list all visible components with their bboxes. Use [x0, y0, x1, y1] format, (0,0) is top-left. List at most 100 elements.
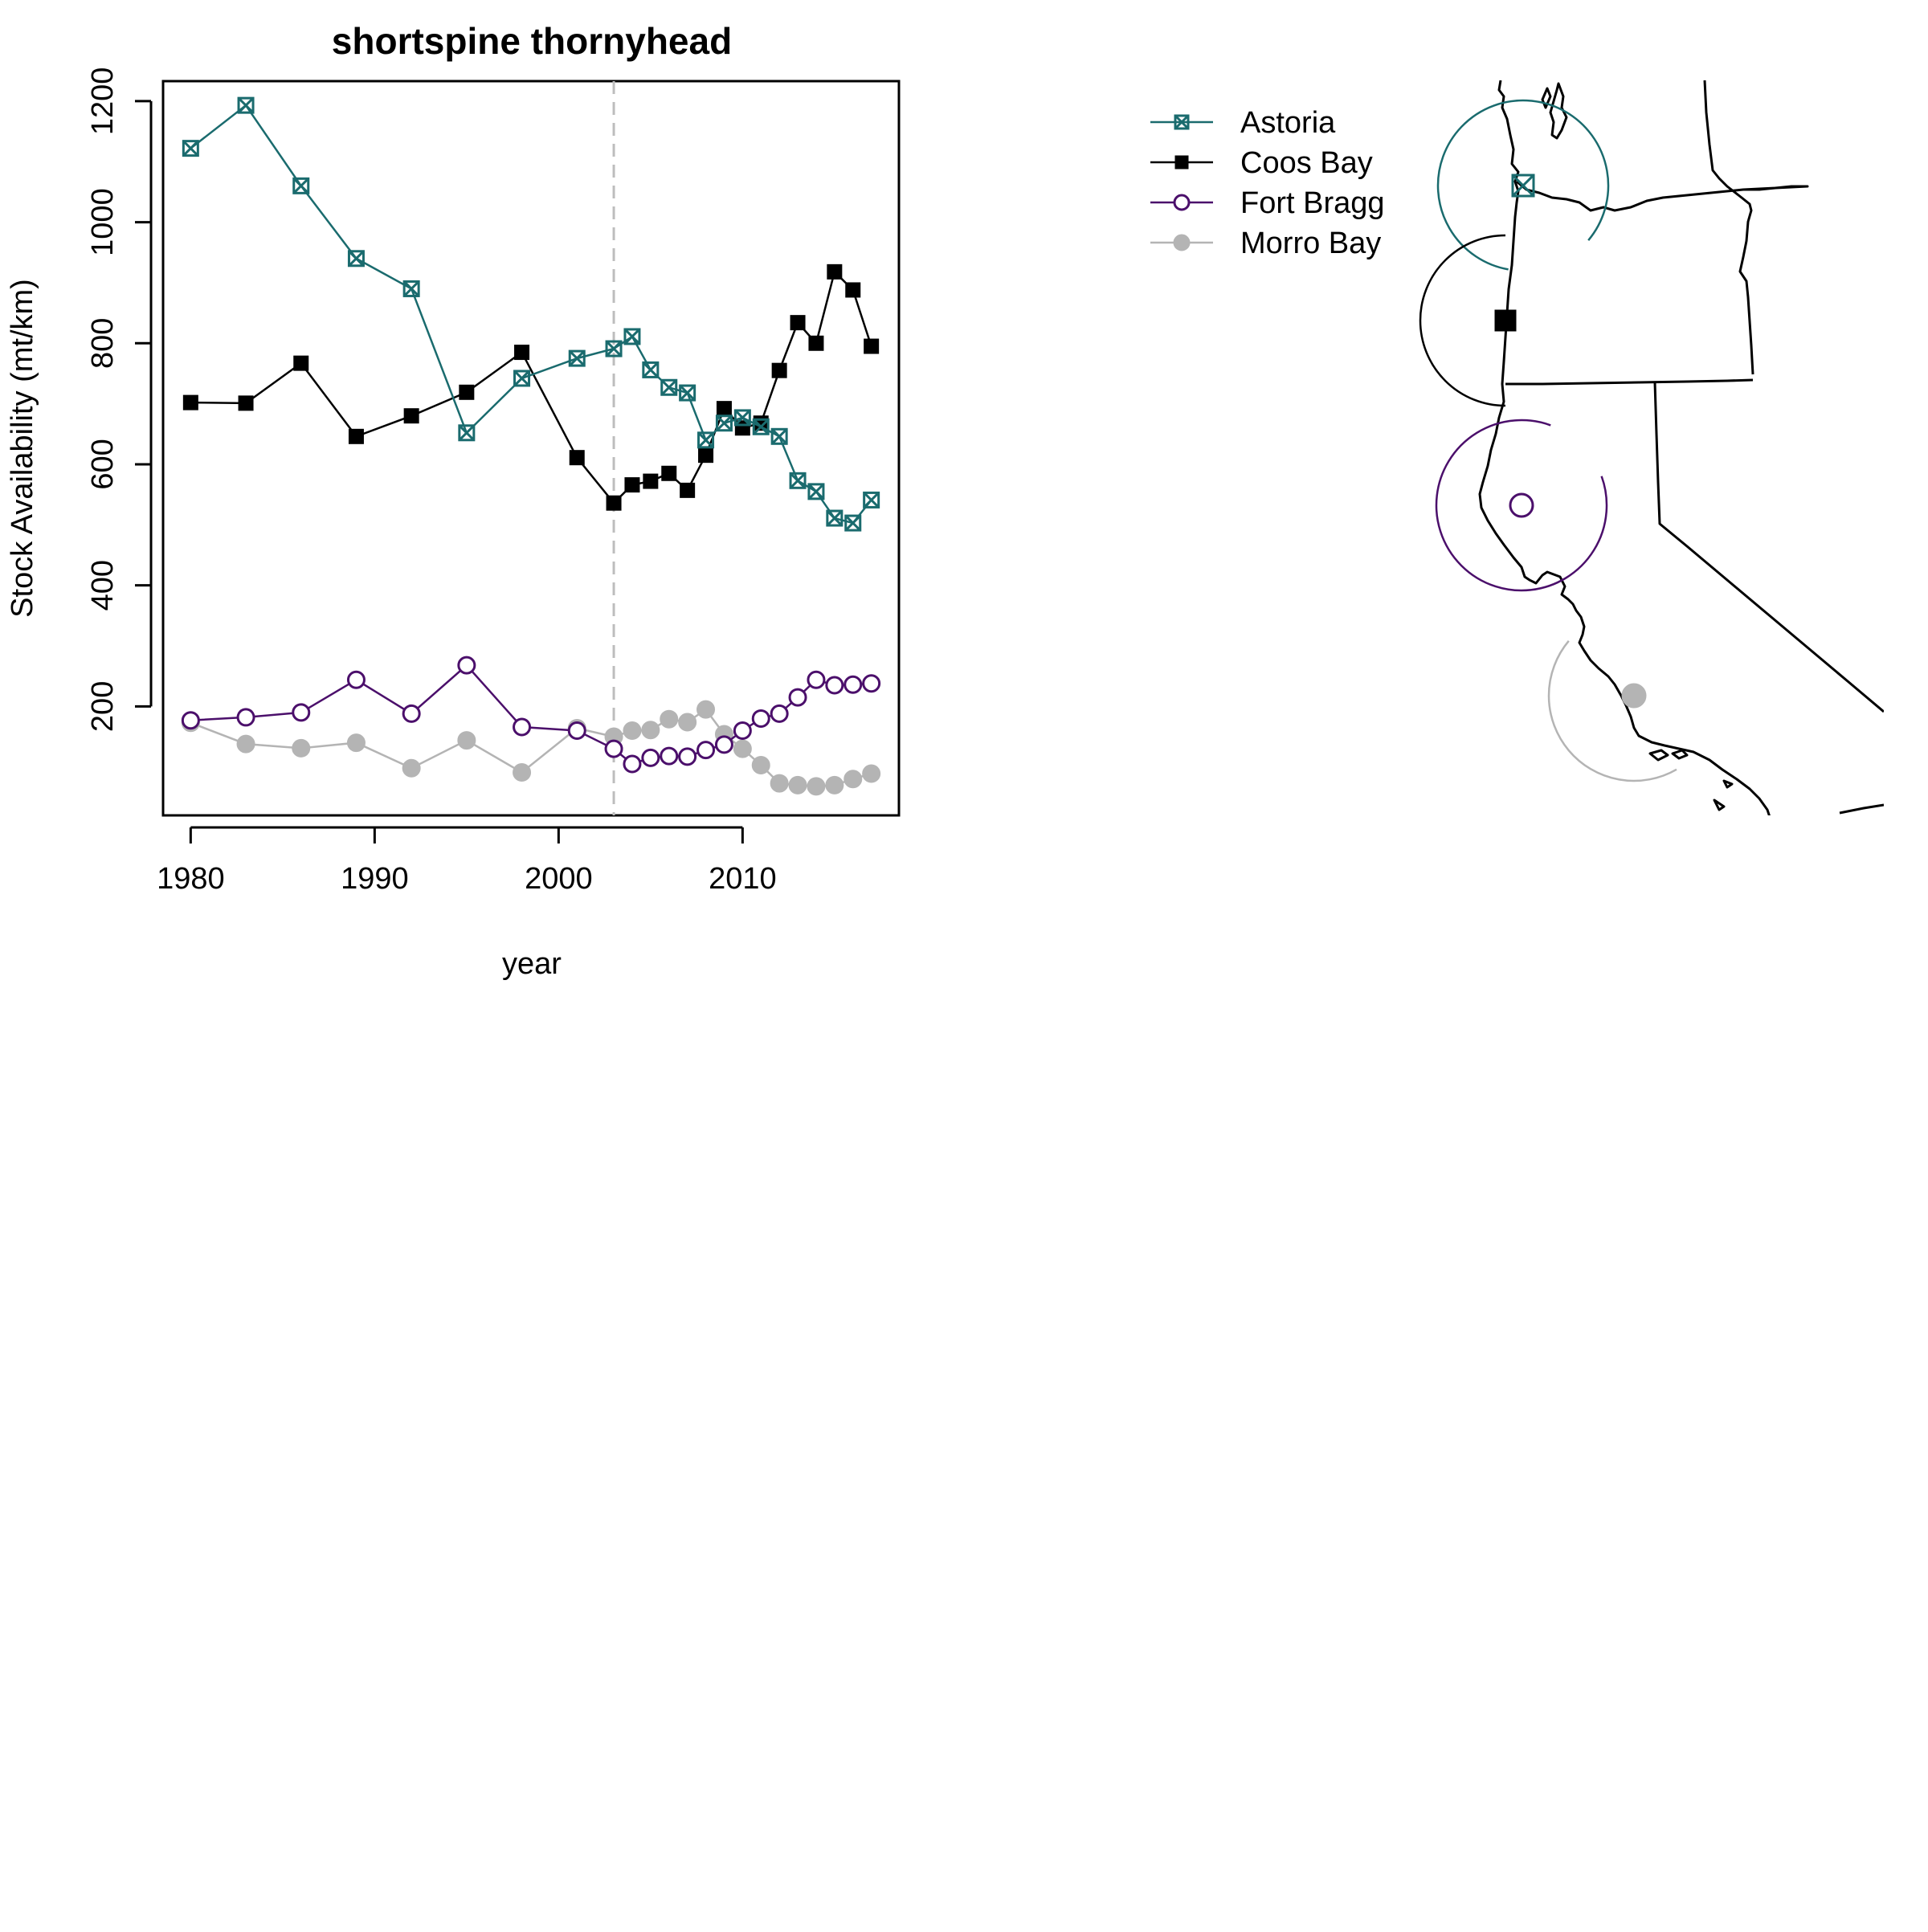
- data-point-morro-bay: [844, 770, 863, 789]
- series-line-astoria: [190, 104, 872, 525]
- data-point-astoria: [826, 509, 844, 527]
- data-point-fort-bragg: [862, 674, 881, 693]
- or-id-border: [1703, 80, 1754, 375]
- data-point-morro-bay: [770, 774, 789, 793]
- data-point-astoria-x2: [807, 483, 825, 500]
- data-point-astoria-box: [679, 384, 696, 402]
- map-marker-astoria: [1511, 174, 1535, 198]
- data-point-astoria-x2: [771, 428, 788, 445]
- data-point-astoria-box: [513, 370, 531, 387]
- data-point-coos-bay: [698, 447, 714, 464]
- legend-item-morro-bay: Morro Bay: [1150, 227, 1381, 260]
- legend-marker-morro-bay: [1173, 234, 1191, 251]
- map-marker-astoria-x2: [1511, 174, 1535, 198]
- data-point-astoria: [770, 427, 788, 445]
- data-point-coos-bay: [845, 282, 861, 298]
- ca-nv-border: [1653, 382, 1884, 713]
- data-point-astoria-x2: [292, 178, 309, 194]
- data-point-astoria: [347, 250, 365, 268]
- data-point-morro-bay: [788, 775, 807, 794]
- data-point-astoria-box: [715, 415, 733, 432]
- data-point-morro-bay: [346, 733, 366, 753]
- data-point-coos-bay: [661, 465, 677, 481]
- range-circle-coos-bay: [1419, 234, 1506, 407]
- data-point-fort-bragg: [623, 754, 642, 774]
- legend-marker-fort-bragg: [1173, 194, 1191, 211]
- data-point-astoria-box: [770, 427, 788, 445]
- series-layer: [181, 96, 881, 796]
- map-marker-fort-bragg: [1509, 492, 1534, 518]
- y-tick-label: 800: [86, 318, 120, 369]
- data-point-fort-bragg: [641, 748, 660, 767]
- data-point-astoria: [844, 514, 862, 532]
- data-point-morro-bay: [862, 764, 881, 783]
- series-fort-bragg: [181, 656, 881, 774]
- data-point-astoria: [789, 472, 807, 489]
- data-point-astoria-box: [402, 280, 420, 297]
- channel-island-1: [1648, 749, 1669, 762]
- data-point-coos-bay: [624, 477, 640, 493]
- data-point-coos-bay: [459, 384, 475, 400]
- x-tick-label: 2010: [709, 862, 777, 896]
- data-point-morro-bay: [402, 758, 421, 778]
- data-point-astoria-x2: [789, 472, 807, 489]
- data-point-astoria-box: [752, 418, 770, 435]
- data-point-morro-bay: [678, 713, 697, 732]
- data-point-morro-bay: [825, 775, 844, 794]
- legend-marker-astoria-box: [1174, 114, 1190, 130]
- y-tick-label: 1000: [86, 188, 120, 256]
- data-point-fort-bragg: [236, 708, 255, 727]
- data-point-astoria-box: [605, 340, 623, 357]
- map-markers: [1419, 99, 1677, 782]
- or-ca-border: [1505, 378, 1754, 386]
- data-point-astoria-box: [458, 424, 476, 442]
- data-point-fort-bragg: [807, 670, 826, 689]
- data-point-fort-bragg: [733, 721, 752, 741]
- legend-label-coos-bay: Coos Bay: [1240, 146, 1373, 180]
- chart-title: shortspine thornyhead: [332, 20, 732, 62]
- data-point-morro-bay: [623, 721, 642, 741]
- data-point-fort-bragg: [402, 704, 421, 723]
- data-point-astoria-box: [347, 250, 365, 268]
- data-point-astoria-box: [568, 349, 586, 367]
- y-tick-label: 400: [86, 560, 120, 611]
- channel-island-2: [1671, 749, 1689, 760]
- series-morro-bay: [181, 700, 881, 796]
- legend: Astoria Coos Bay Fort Bragg Morro Bay: [1150, 106, 1385, 260]
- data-point-astoria: [605, 340, 623, 357]
- data-point-astoria-x2: [569, 350, 586, 367]
- data-point-morro-bay: [807, 777, 826, 796]
- data-point-coos-bay: [293, 355, 309, 371]
- data-point-astoria-x2: [642, 361, 659, 378]
- data-point-astoria: [660, 378, 678, 396]
- data-point-astoria: [807, 483, 825, 500]
- range-circle-morro-bay: [1547, 640, 1677, 782]
- data-point-coos-bay: [680, 482, 696, 498]
- data-point-astoria: [752, 418, 770, 435]
- series-astoria: [182, 96, 880, 532]
- data-point-astoria: [292, 177, 310, 194]
- data-point-fort-bragg: [457, 656, 476, 675]
- data-point-astoria-box: [733, 409, 751, 427]
- data-point-astoria-x2: [753, 419, 770, 435]
- data-point-astoria: [642, 361, 660, 378]
- data-point-coos-bay: [790, 315, 806, 331]
- legend-label-astoria: Astoria: [1240, 106, 1336, 140]
- legend-item-fort-bragg: Fort Bragg: [1150, 186, 1385, 220]
- data-point-astoria: [697, 431, 715, 449]
- data-point-coos-bay: [514, 345, 530, 361]
- data-point-coos-bay: [643, 473, 659, 489]
- data-point-astoria-x2: [716, 415, 733, 431]
- y-tick-label: 600: [86, 439, 120, 489]
- legend-label-morro-bay: Morro Bay: [1240, 227, 1381, 260]
- legend-label-fort-bragg: Fort Bragg: [1240, 186, 1385, 220]
- data-point-morro-bay: [641, 721, 660, 740]
- data-point-astoria-x2: [697, 431, 714, 448]
- data-point-coos-bay: [348, 428, 364, 444]
- data-point-astoria-box: [660, 378, 678, 396]
- y-axis-label: Stock Availability (mt/km): [6, 279, 39, 618]
- data-point-astoria-box: [697, 431, 715, 449]
- data-point-astoria-x2: [863, 492, 880, 509]
- data-point-morro-bay: [696, 700, 716, 719]
